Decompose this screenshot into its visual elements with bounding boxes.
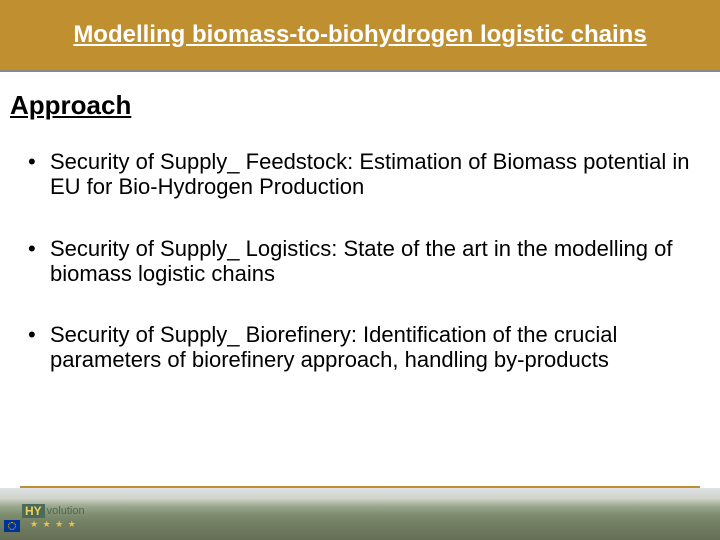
bullet-item: Security of Supply_ Feedstock: Estimatio… bbox=[28, 149, 690, 200]
eu-flag-icon bbox=[4, 520, 20, 532]
footer-background bbox=[0, 488, 720, 540]
logo-suffix: volution bbox=[47, 505, 85, 517]
bullet-item: Security of Supply_ Logistics: State of … bbox=[28, 236, 690, 287]
bullet-item: Security of Supply_ Biorefinery: Identif… bbox=[28, 322, 690, 373]
logo: HY volution ★ ★ ★ ★ bbox=[22, 504, 85, 530]
title-bar: Modelling biomass-to-biohydrogen logisti… bbox=[0, 0, 720, 72]
section-heading: Approach bbox=[10, 90, 690, 121]
footer: HY volution ★ ★ ★ ★ bbox=[0, 488, 720, 540]
content-area: Approach Security of Supply_ Feedstock: … bbox=[0, 72, 720, 373]
logo-hy-badge: HY bbox=[22, 504, 45, 518]
slide-title: Modelling biomass-to-biohydrogen logisti… bbox=[33, 21, 686, 50]
bullet-list: Security of Supply_ Feedstock: Estimatio… bbox=[10, 149, 690, 373]
logo-row: HY volution bbox=[22, 504, 85, 518]
stars-icon: ★ ★ ★ ★ bbox=[30, 519, 77, 530]
